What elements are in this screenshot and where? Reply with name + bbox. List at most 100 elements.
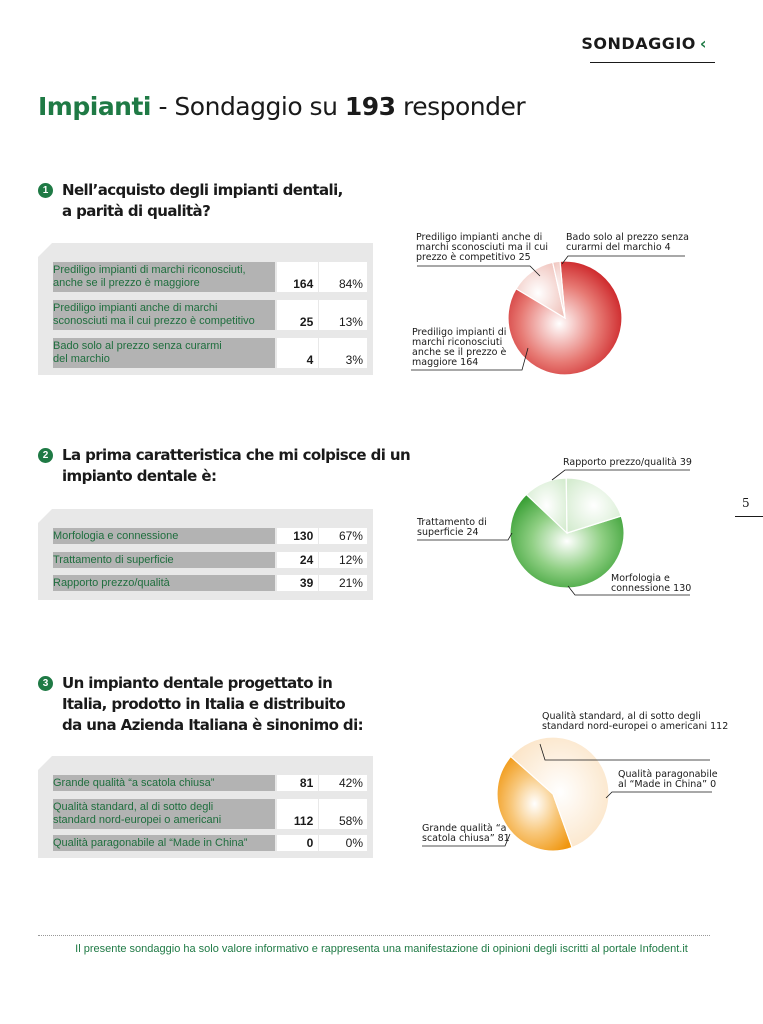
result-label-line: del marchio (53, 353, 110, 365)
pie-label-line: marchi sconosciuti ma il cui (416, 242, 548, 253)
pie-slice (565, 477, 622, 534)
result-label-line: standard nord-europei o americani (53, 814, 222, 826)
result-percent: 21% (319, 575, 367, 591)
results-panel: Prediligo impianti di marchi riconosciut… (38, 243, 373, 375)
pie-label-line: maggiore 164 (412, 357, 479, 368)
question-title-line: impianto dentale è: (62, 467, 217, 485)
result-percent: 0% (319, 835, 367, 851)
pie-label-line: Qualità standard, al di sotto degli (542, 711, 701, 722)
result-percent: 12% (319, 552, 367, 568)
result-count: 25 (276, 300, 319, 330)
result-row: Trattamento di superficie 24 12% (53, 552, 367, 568)
chevron-left-icon[interactable]: ‹ (699, 34, 707, 53)
result-row: Prediligo impianti di marchi riconosciut… (53, 262, 367, 292)
result-percent: 58% (319, 799, 367, 829)
pie-label-line: al “Made in China” 0 (618, 779, 717, 790)
result-percent: 84% (319, 262, 367, 292)
pie-label: Prediligo impianti anche di marchi scono… (416, 233, 548, 263)
result-percent: 67% (319, 528, 367, 544)
result-label-line: Rapporto prezzo/qualità (53, 576, 170, 589)
pie-label-line: superficie 24 (417, 527, 479, 538)
pie-label-line: Morfologia e (611, 573, 670, 584)
pie-label: Prediligo impianti di marchi riconosciut… (412, 328, 506, 368)
result-label-line: Prediligo impianti di marchi riconosciut… (53, 264, 246, 276)
leader-line (417, 265, 541, 277)
section-label: SONDAGGIO (581, 34, 696, 53)
footer-rule (38, 935, 710, 936)
title-accent: Impianti (38, 92, 152, 121)
question-title-line: da una Azienda Italiana è sinonimo di: (62, 716, 364, 734)
result-label: Qualità standard, al di sotto degli stand… (53, 799, 275, 829)
pie-label-line: standard nord-europei o americani 112 (542, 721, 729, 732)
page-title: Impianti - Sondaggio su 193 responder (38, 92, 526, 121)
title-prefix: - Sondaggio su (151, 92, 345, 121)
section-tag: SONDAGGIO ‹ (581, 34, 707, 53)
result-label: Rapporto prezzo/qualità (53, 575, 275, 591)
pie-label-line: prezzo è competitivo 25 (416, 252, 531, 263)
result-label: Grande qualità “a scatola chiusa” (53, 775, 275, 791)
result-row: Qualità standard, al di sotto degli stand… (53, 799, 367, 829)
result-percent: 42% (319, 775, 367, 791)
pie-label: Morfologia e connessione 130 (611, 574, 691, 594)
pie-chart-made-in-italy (496, 736, 610, 852)
result-count: 81 (276, 775, 319, 791)
leader-line (561, 255, 685, 265)
leader-line (551, 469, 690, 481)
leader-line (539, 743, 710, 761)
result-label-line: Grande qualità “a scatola chiusa” (53, 776, 215, 789)
question-title-line: La prima caratteristica che mi colpisce … (62, 446, 411, 464)
pie-chart-impianti-acquisto (507, 260, 623, 376)
pie-label: Qualità standard, al di sotto degli stan… (542, 712, 728, 732)
pie-label-line: Qualità paragonabile (618, 769, 718, 780)
pie-slice (509, 736, 610, 849)
result-label: Prediligo impianti di marchi riconosciut… (53, 262, 275, 292)
pie-label: Trattamento di superficie 24 (417, 518, 487, 538)
pie-chart-caratteristica (509, 477, 625, 589)
panel-notch (38, 756, 52, 770)
result-label-line: Bado solo al prezzo senza curarmi (53, 340, 222, 352)
footer-note: Il presente sondaggio ha solo valore inf… (75, 943, 688, 955)
result-count: 0 (276, 835, 319, 851)
result-count: 112 (276, 799, 319, 829)
result-label-line: anche se il prezzo è maggiore (53, 277, 200, 289)
pie-slice (525, 477, 568, 535)
page-number: 5 (742, 496, 750, 510)
result-label-line: sconosciuti ma il cui prezzo è competiti… (53, 315, 255, 327)
result-label-line: Qualità standard, al di sotto degli (53, 801, 214, 813)
pie-slice (507, 260, 623, 376)
question-title-line: Nell’acquisto degli impianti dentali, (62, 181, 343, 199)
result-label: Prediligo impianti anche di marchi sconos… (53, 300, 275, 330)
pie-label-line: Bado solo al prezzo senza (566, 232, 689, 243)
result-label-line: Qualità paragonabile al “Made in China” (53, 836, 248, 849)
pie-label-line: marchi riconosciuti (412, 337, 503, 348)
result-count: 24 (276, 552, 319, 568)
pie-label-line: curarmi del marchio 4 (566, 242, 671, 253)
results-panel: Grande qualità “a scatola chiusa” 81 42%… (38, 756, 373, 858)
question-title-line: Un impianto dentale progettato in (62, 674, 333, 692)
results-panel: Morfologia e connessione 130 67% Trattam… (38, 509, 373, 600)
question-title: Un impianto dentale progettato in Italia… (62, 673, 364, 736)
pie-label: Qualità paragonabile al “Made in China” … (618, 770, 718, 790)
pie-slice (509, 493, 625, 589)
question-title: La prima caratteristica che mi colpisce … (62, 445, 411, 487)
pie-slice (515, 261, 566, 320)
question-title: Nell’acquisto degli impianti dentali, a … (62, 180, 343, 222)
pie-label-line: Rapporto prezzo/qualità 39 (563, 457, 692, 468)
result-label: Trattamento di superficie (53, 552, 275, 568)
header-rule (590, 62, 715, 63)
question-number-badge: 2 (38, 448, 53, 463)
question-number-badge: 1 (38, 183, 53, 198)
result-count: 164 (276, 262, 319, 292)
result-label-line: Prediligo impianti anche di marchi (53, 302, 218, 314)
pie-label: Rapporto prezzo/qualità 39 (563, 458, 692, 468)
question-title-line: Italia, prodotto in Italia e distribuito (62, 695, 346, 713)
question-title-line: a parità di qualità? (62, 202, 211, 220)
result-label: Bado solo al prezzo senza curarmi del mar… (53, 338, 275, 368)
pie-label: Bado solo al prezzo senza curarmi del ma… (566, 233, 689, 253)
pie-label: Grande qualità “a scatola chiusa” 81 (422, 824, 510, 844)
panel-notch (38, 509, 52, 523)
result-row: Rapporto prezzo/qualità 39 21% (53, 575, 367, 591)
pie-label-line: Grande qualità “a (422, 823, 507, 834)
pie-slice (551, 260, 566, 319)
pie-label-line: connessione 130 (611, 583, 692, 594)
